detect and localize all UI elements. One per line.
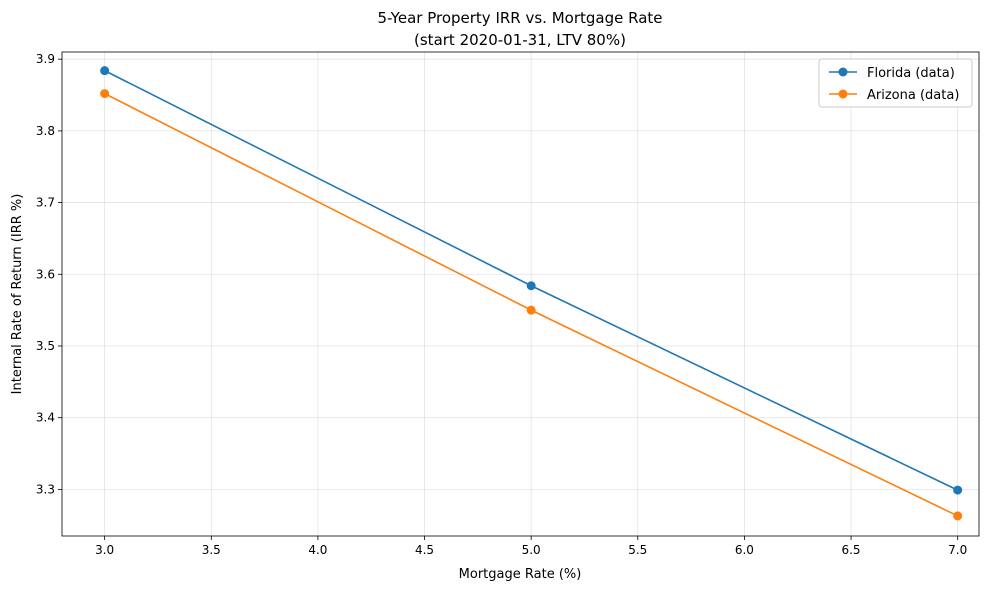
data-point-arizona — [526, 305, 536, 315]
y-tick-label: 3.8 — [36, 124, 55, 138]
data-point-florida — [526, 281, 536, 291]
grid-lines — [62, 52, 979, 536]
legend: Florida (data) Arizona (data) — [818, 58, 973, 108]
x-tick-label: 6.0 — [735, 543, 754, 557]
legend-label-arizona: Arizona (data) — [867, 88, 959, 103]
y-tick-label: 3.9 — [36, 52, 55, 66]
series-layer — [100, 66, 963, 521]
y-tick-label: 3.6 — [36, 267, 55, 281]
y-tick-label: 3.7 — [36, 196, 55, 210]
x-tick-label: 5.0 — [522, 543, 541, 557]
data-point-arizona — [953, 511, 963, 521]
data-point-florida — [953, 485, 963, 495]
legend-label-florida: Florida (data) — [867, 66, 955, 81]
x-tick-label: 4.5 — [415, 543, 434, 557]
x-tick-label: 7.0 — [948, 543, 967, 557]
x-tick-label: 3.5 — [202, 543, 221, 557]
x-tick-label: 3.0 — [95, 543, 114, 557]
x-tick-label: 4.0 — [308, 543, 327, 557]
data-point-florida — [100, 66, 110, 76]
x-tick-label: 5.5 — [628, 543, 647, 557]
chart-title: 5-Year Property IRR vs. Mortgage Rate — [378, 9, 663, 27]
legend-marker-florida — [838, 67, 848, 77]
y-axis-label: Internal Rate of Return (IRR %) — [10, 194, 25, 395]
y-tick-label: 3.3 — [36, 482, 55, 496]
y-tick-label: 3.5 — [36, 339, 55, 353]
x-tick-label: 6.5 — [841, 543, 860, 557]
plot-frame — [61, 51, 980, 537]
chart-subtitle: (start 2020-01-31, LTV 80%) — [414, 31, 626, 49]
y-tick-label: 3.4 — [36, 411, 55, 425]
x-axis-label: Mortgage Rate (%) — [459, 567, 582, 582]
data-point-arizona — [100, 89, 110, 99]
legend-marker-arizona — [838, 89, 848, 99]
legend-box — [818, 58, 973, 108]
axis-ticks: 3.0 3.5 4.0 4.5 5.0 5.5 6.0 6.5 7.0 3.3 3.4 3.5 3.6 3… — [36, 52, 967, 557]
